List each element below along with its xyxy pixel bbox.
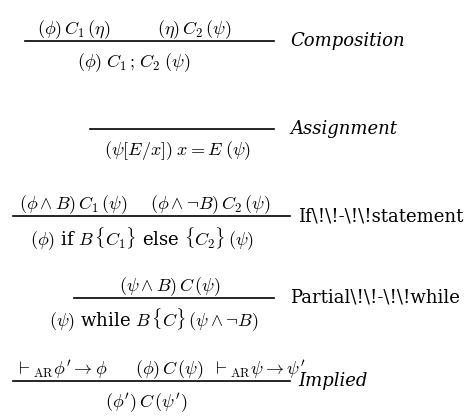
Text: $(\phi \wedge \neg B)\, C_2\, (\psi)$: $(\phi \wedge \neg B)\, C_2\, (\psi)$ bbox=[150, 194, 270, 216]
Text: Partial\!\!-\!\!while: Partial\!\!-\!\!while bbox=[291, 289, 460, 307]
Text: $(\psi \wedge B)\, C\, (\psi)$: $(\psi \wedge B)\, C\, (\psi)$ bbox=[119, 275, 221, 298]
Text: $(\psi[E/x])\; x = E\; (\psi)$: $(\psi[E/x])\; x = E\; (\psi)$ bbox=[104, 139, 252, 162]
Text: Composition: Composition bbox=[291, 32, 405, 50]
Text: $(\phi)\; C_1\,;\,C_2\; (\psi)$: $(\phi)\; C_1\,;\,C_2\; (\psi)$ bbox=[77, 52, 191, 74]
Text: $(\phi \wedge B)\, C_1\, (\psi)$: $(\phi \wedge B)\, C_1\, (\psi)$ bbox=[19, 194, 128, 216]
Text: $(\psi)$ while $B\, \{C\}\, (\psi \wedge \neg B)$: $(\psi)$ while $B\, \{C\}\, (\psi \wedge… bbox=[49, 306, 259, 333]
Text: $\vdash_{\mathrm{AR}} \psi \to \psi'$: $\vdash_{\mathrm{AR}} \psi \to \psi'$ bbox=[211, 358, 305, 381]
Text: $(\phi')\, C\, (\psi')$: $(\phi')\, C\, (\psi')$ bbox=[105, 391, 187, 415]
Text: $(\eta)\, C_2\, (\psi)$: $(\eta)\, C_2\, (\psi)$ bbox=[157, 18, 231, 41]
Text: $(\phi)\, C_1\, (\eta)$: $(\phi)\, C_1\, (\eta)$ bbox=[37, 18, 110, 41]
Text: If\!\!-\!\!statement: If\!\!-\!\!statement bbox=[299, 207, 464, 225]
Text: Implied: Implied bbox=[299, 372, 368, 390]
Text: $\vdash_{\mathrm{AR}} \phi' \to \phi$: $\vdash_{\mathrm{AR}} \phi' \to \phi$ bbox=[15, 358, 108, 381]
Text: Assignment: Assignment bbox=[291, 120, 397, 138]
Text: $(\phi)$ if $B\, \{C_1\}$ else $\{C_2\}\, (\psi)$: $(\phi)$ if $B\, \{C_1\}$ else $\{C_2\}\… bbox=[30, 225, 254, 252]
Text: $(\phi)\, C\, (\psi)$: $(\phi)\, C\, (\psi)$ bbox=[136, 358, 204, 381]
